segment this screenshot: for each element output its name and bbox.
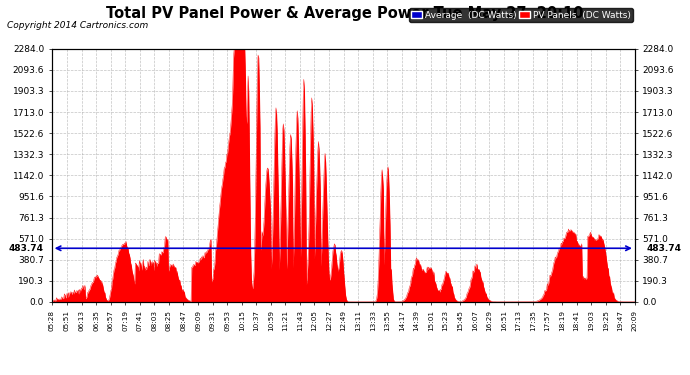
Legend: Average  (DC Watts), PV Panels  (DC Watts): Average (DC Watts), PV Panels (DC Watts) <box>409 8 633 22</box>
Text: 483.74: 483.74 <box>9 244 43 253</box>
Text: Copyright 2014 Cartronics.com: Copyright 2014 Cartronics.com <box>7 21 148 30</box>
Text: 483.74: 483.74 <box>647 244 682 253</box>
Text: Total PV Panel Power & Average Power Tue May 27  20:10: Total PV Panel Power & Average Power Tue… <box>106 6 584 21</box>
